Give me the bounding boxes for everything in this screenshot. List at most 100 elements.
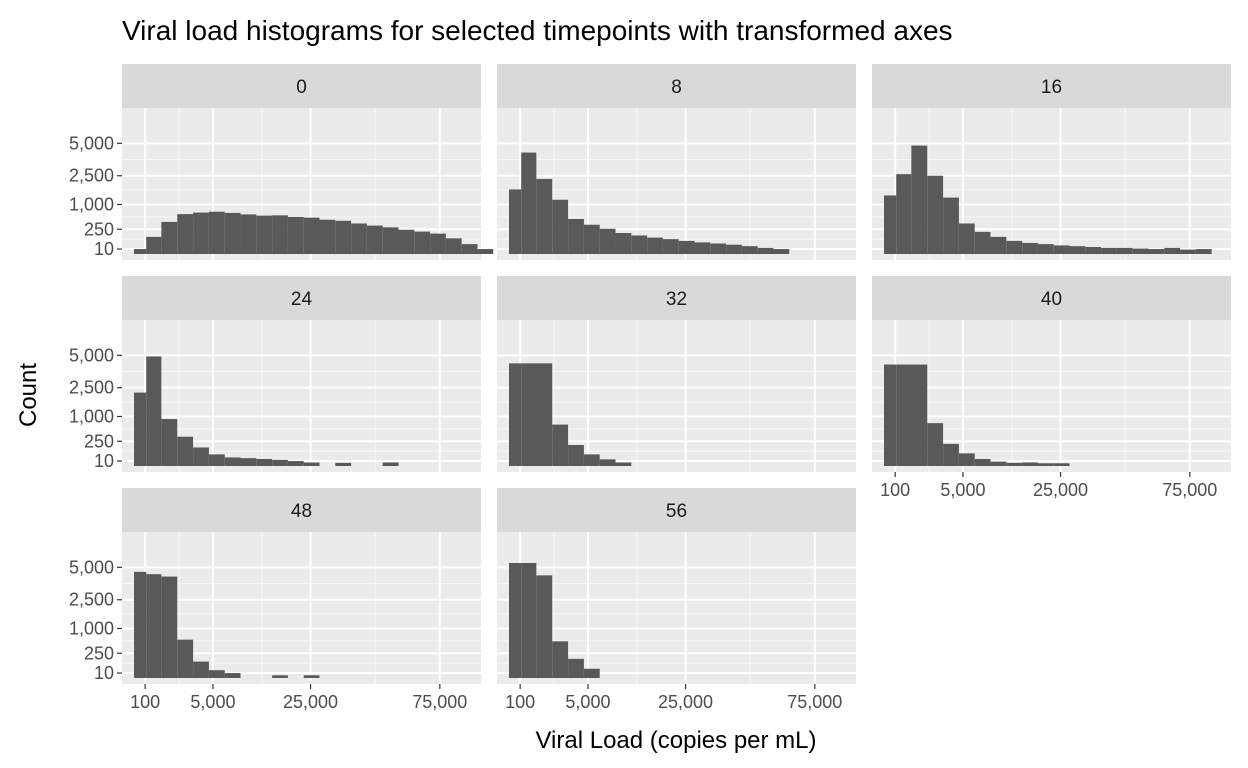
facet-panel-56: 56 100 5,000 25,000 75,000	[497, 488, 856, 712]
histogram-bar	[1037, 244, 1054, 254]
y-tick-label: 250	[84, 431, 114, 451]
facet-strip	[497, 488, 856, 532]
histogram-bar	[509, 562, 522, 678]
facet-strip-label: 24	[291, 289, 313, 310]
histogram-bar	[303, 462, 320, 466]
histogram-bar	[146, 356, 162, 466]
histogram-bar	[911, 145, 928, 254]
histogram-bar	[193, 212, 209, 254]
histogram-bar	[1037, 463, 1054, 466]
histogram-bar	[477, 249, 494, 254]
facet-strip	[872, 276, 1231, 320]
histogram-bar	[509, 363, 522, 466]
y-axis-title: Count	[15, 363, 42, 427]
histogram-bar	[509, 189, 522, 254]
x-tick-label: 5,000	[940, 480, 985, 500]
histogram-bar	[990, 236, 1007, 254]
histogram-bar	[990, 461, 1007, 466]
facet-strip	[122, 276, 481, 320]
facet-strip-label: 56	[666, 501, 687, 522]
y-tick-label: 1,000	[69, 195, 114, 215]
histogram-bar	[943, 443, 959, 466]
histogram-bar	[272, 459, 288, 466]
histogram-bar	[615, 233, 632, 254]
histogram-bar	[896, 364, 928, 466]
histogram-bar	[1053, 245, 1070, 254]
facet-strip	[122, 488, 481, 532]
histogram-bar	[1116, 247, 1133, 254]
y-tick-label: 250	[84, 643, 114, 663]
y-tick-label: 250	[84, 219, 114, 239]
facet-panel-8: 8	[497, 64, 856, 260]
histogram-bar	[1085, 247, 1102, 254]
facet-strip	[122, 64, 481, 108]
facet-strip-label: 48	[291, 501, 312, 522]
histogram-bar	[1180, 249, 1196, 254]
histogram-bar	[896, 174, 912, 254]
histogram-bar	[134, 392, 147, 466]
histogram-bar	[974, 231, 991, 254]
histogram-bar	[319, 219, 336, 254]
histogram-bar	[414, 231, 431, 254]
histogram-bar	[224, 457, 241, 466]
histogram-bar	[287, 216, 304, 254]
histogram-bar	[366, 225, 383, 254]
facet-strip	[497, 64, 856, 108]
histogram-bar	[615, 462, 632, 466]
histogram-bar	[1101, 247, 1117, 254]
histogram-bar	[177, 436, 194, 466]
x-tick-label: 75,000	[787, 692, 842, 712]
histogram-bar	[240, 214, 257, 254]
histogram-bar	[583, 454, 600, 466]
histogram-bar	[335, 220, 352, 254]
histogram-bar	[599, 228, 616, 254]
histogram-bar	[927, 423, 944, 466]
x-tick-label: 5,000	[190, 692, 235, 712]
histogram-bar	[552, 199, 569, 254]
histogram-bar	[193, 661, 209, 678]
histogram-bar	[398, 229, 415, 254]
histogram-bar	[647, 237, 663, 254]
histogram-bar	[146, 236, 162, 254]
y-tick-label: 5,000	[69, 345, 114, 365]
y-tick-label: 5,000	[69, 133, 114, 153]
histogram-bar	[287, 461, 304, 466]
facet-panel-32: 32	[497, 276, 856, 472]
x-tick-label: 25,000	[1033, 480, 1088, 500]
x-axis-title: Viral Load (copies per mL)	[535, 727, 816, 754]
histogram-bar	[974, 459, 991, 466]
facet-strip	[497, 276, 856, 320]
histogram-bar	[568, 445, 584, 466]
histogram-bar	[208, 670, 225, 678]
x-tick-label: 100	[880, 480, 910, 500]
histogram-bar	[884, 364, 897, 466]
histogram-bar	[1148, 249, 1165, 254]
facet-strip-label: 0	[296, 77, 307, 98]
histogram-bar	[382, 462, 399, 466]
histogram-bar	[583, 224, 600, 254]
histogram-bar	[351, 223, 367, 254]
histogram-bar	[1069, 246, 1086, 254]
facet-strip-label: 40	[1041, 289, 1062, 310]
x-tick-label: 75,000	[412, 692, 467, 712]
histogram-bar	[256, 215, 273, 254]
histogram-bar	[272, 675, 288, 678]
histogram-bar	[757, 247, 774, 254]
facet-strip	[872, 64, 1231, 108]
histogram-bar	[552, 424, 569, 466]
chart-title: Viral load histograms for selected timep…	[122, 15, 953, 46]
histogram-bar	[884, 195, 897, 254]
histogram-bar	[521, 562, 537, 678]
histogram-bar	[958, 453, 975, 466]
histogram-bar	[662, 239, 679, 254]
histogram-bar	[710, 243, 727, 254]
histogram-bar	[208, 454, 225, 466]
histogram-bar	[445, 238, 462, 254]
y-tick-label: 10	[94, 239, 114, 259]
histogram-bar	[161, 221, 178, 254]
histogram-bar	[256, 459, 273, 466]
histogram-bar	[177, 214, 194, 254]
histogram-bar	[568, 219, 584, 254]
histogram-bar	[536, 178, 553, 254]
